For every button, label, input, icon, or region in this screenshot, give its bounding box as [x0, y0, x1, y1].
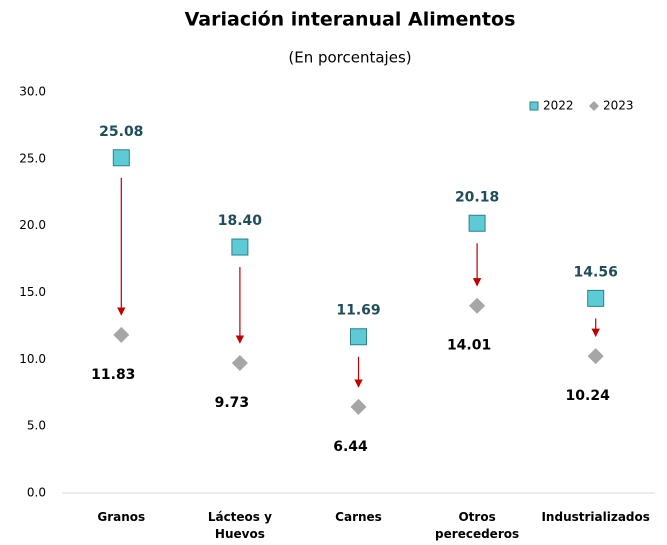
x-tick-label: Industrializados: [541, 510, 650, 524]
marker-square: [468, 214, 486, 232]
y-tick-label: 0.0: [27, 486, 46, 500]
x-tick-label: Granos: [97, 510, 146, 524]
value-label: 6.44: [333, 439, 368, 455]
value-label: 14.01: [447, 338, 491, 354]
value-label: 25.08: [99, 124, 143, 140]
marker-diamond: [231, 354, 248, 371]
legend-label: 2023: [603, 99, 634, 113]
value-label: 9.73: [215, 395, 250, 411]
value-label: 11.83: [91, 367, 135, 383]
y-tick-label: 10.0: [19, 352, 46, 366]
legend-swatch: [589, 101, 599, 111]
y-tick-label: 15.0: [19, 285, 46, 299]
value-label: 14.56: [574, 264, 618, 280]
marker-diamond: [587, 348, 604, 365]
value-label: 11.69: [336, 303, 380, 319]
y-tick-label: 5.0: [27, 419, 46, 433]
y-tick-label: 25.0: [19, 151, 46, 165]
x-tick-label: Lácteos y Huevos: [207, 510, 272, 541]
value-label: 10.24: [566, 388, 611, 404]
marker-diamond: [350, 398, 367, 415]
chart-title: Variación interanual Alimentos: [185, 9, 516, 31]
x-tick-label: Otros perecederos: [435, 510, 520, 541]
x-tick-label: Carnes: [335, 510, 382, 524]
legend-label: 2022: [543, 99, 574, 113]
marker-square: [112, 149, 130, 167]
value-label: 18.40: [218, 213, 263, 229]
marker-square: [231, 238, 249, 256]
y-tick-label: 30.0: [19, 85, 46, 99]
marker-diamond: [469, 297, 486, 314]
value-label: 20.18: [455, 189, 499, 205]
marker-square: [587, 289, 605, 307]
chart-subtitle: (En porcentajes): [288, 49, 411, 67]
marker-diamond: [113, 326, 130, 343]
y-tick-label: 20.0: [19, 218, 46, 232]
marker-square: [350, 328, 367, 346]
legend-swatch: [529, 101, 539, 111]
